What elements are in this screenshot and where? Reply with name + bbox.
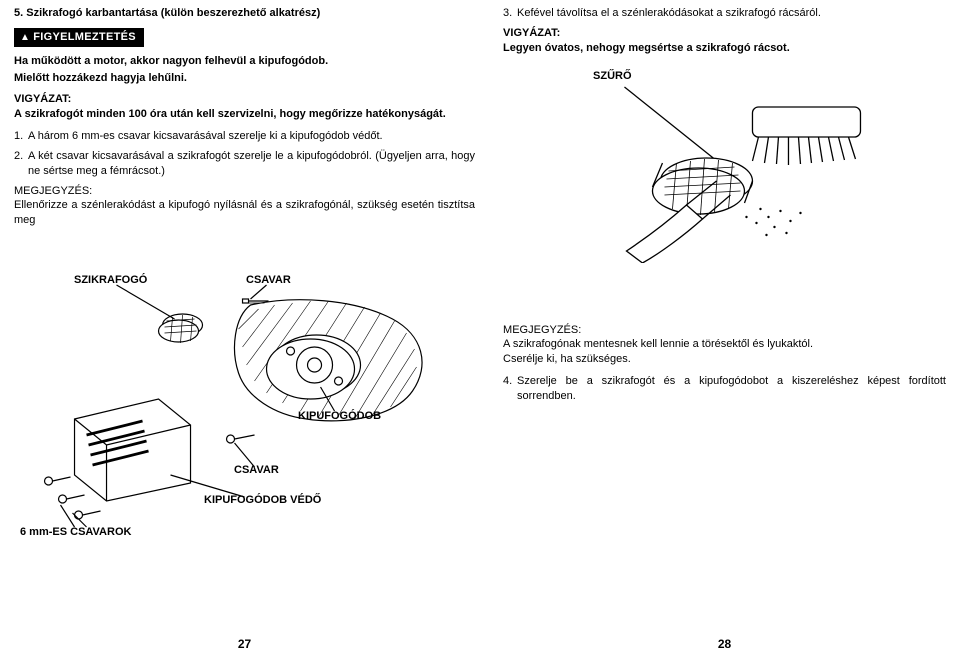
step-num: 1. bbox=[14, 129, 28, 144]
label-szikrafogo: SZIKRAFOGÓ bbox=[74, 273, 147, 288]
page-number-right: 28 bbox=[489, 636, 946, 652]
step-3: 3. Kefével távolítsa el a szénlerakódáso… bbox=[503, 6, 946, 21]
step-text: A két csavar kicsavarásával a szikrafogó… bbox=[28, 149, 475, 179]
brush-illustration-icon bbox=[503, 63, 946, 263]
label-csavarok: 6 mm-ES CSAVAROK bbox=[20, 525, 131, 540]
warning-line-1: Ha működött a motor, akkor nagyon felhev… bbox=[14, 54, 475, 69]
label-csavar-1: CSAVAR bbox=[246, 273, 291, 288]
step-4: 4. Szerelje be a szikrafogót és a kipufo… bbox=[503, 374, 946, 404]
warning-line-2: Mielőtt hozzákezd hagyja lehűlni. bbox=[14, 71, 475, 86]
note2-line2: Cserélje ki, ha szükséges. bbox=[503, 353, 631, 365]
step-2: 2. A két csavar kicsavarásával a szikraf… bbox=[14, 149, 475, 179]
step-text: Szerelje be a szikrafogót és a kipufogód… bbox=[517, 374, 946, 404]
section-title: 5. Szikrafogó karbantartása (külön besze… bbox=[14, 6, 475, 21]
note2-block: MEGJEGYZÉS: A szikrafogónak mentesnek ke… bbox=[503, 323, 946, 368]
label-szuro: SZŰRŐ bbox=[593, 69, 632, 84]
caution-head: VIGYÁZAT: bbox=[14, 93, 71, 105]
step-1: 1. A három 6 mm-es csavar kicsavarásával… bbox=[14, 129, 475, 144]
note-head: MEGJEGYZÉS: bbox=[14, 185, 92, 197]
page-number-left: 27 bbox=[14, 636, 489, 652]
step-text: A három 6 mm-es csavar kicsavarásával sz… bbox=[28, 129, 475, 144]
step-num: 2. bbox=[14, 149, 28, 179]
page-footer: 27 28 bbox=[14, 636, 946, 652]
caution-block: VIGYÁZAT: A szikrafogót minden 100 óra u… bbox=[14, 92, 475, 122]
step-num: 4. bbox=[503, 374, 517, 404]
caution-body: A szikrafogót minden 100 óra után kell s… bbox=[14, 108, 446, 120]
note2-head: MEGJEGYZÉS: bbox=[503, 324, 581, 336]
label-kipufogodob: KIPUFOGÓDOB bbox=[298, 409, 381, 424]
label-csavar-2: CSAVAR bbox=[234, 463, 279, 478]
brush-diagram: SZŰRŐ bbox=[503, 63, 946, 263]
label-vedo: KIPUFOGÓDOB VÉDŐ bbox=[204, 493, 321, 508]
exploded-diagram: SZIKRAFOGÓ CSAVAR KIPUFOGÓDOB CSAVAR KIP… bbox=[14, 269, 475, 549]
note2-line1: A szikrafogónak mentesnek kell lennie a … bbox=[503, 338, 813, 350]
step-num: 3. bbox=[503, 6, 517, 21]
note-body: Ellenőrizze a szénlerakódást a kipufogó … bbox=[14, 199, 475, 226]
caution-head: VIGYÁZAT: bbox=[503, 27, 560, 39]
caution-body: Legyen óvatos, nehogy megsértse a szikra… bbox=[503, 42, 790, 54]
step-text: Kefével távolítsa el a szénlerakódásokat… bbox=[517, 6, 946, 21]
note-block: MEGJEGYZÉS: Ellenőrizze a szénlerakódást… bbox=[14, 184, 475, 229]
warning-badge: FIGYELMEZTETÉS bbox=[14, 28, 144, 47]
caution-block-2: VIGYÁZAT: Legyen óvatos, nehogy megsérts… bbox=[503, 26, 946, 56]
